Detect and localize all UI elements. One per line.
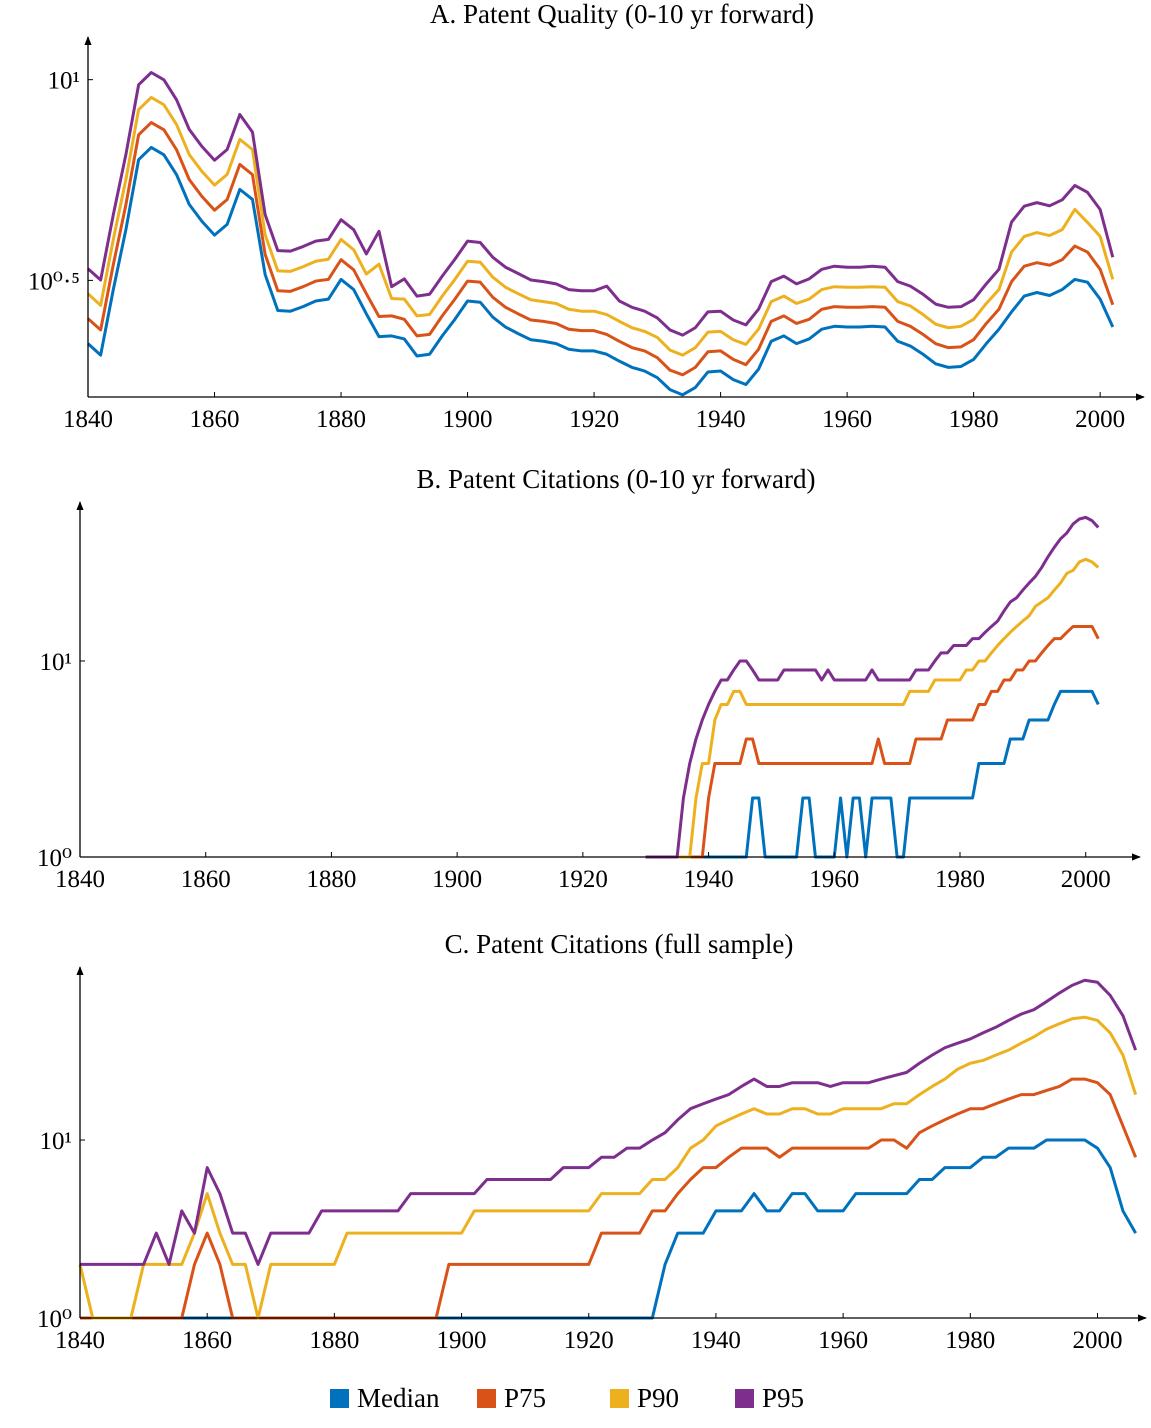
x-tick-label: 1960 (822, 406, 872, 433)
x-tick-label: 1960 (809, 866, 859, 893)
x-tick-label: 1860 (190, 406, 240, 433)
y-tick-label: 10¹ (40, 1128, 73, 1155)
series-line (645, 557, 1100, 859)
x-tick-label: 2000 (1072, 1327, 1122, 1354)
x-tick-label: 1840 (55, 866, 105, 893)
series-line (80, 1138, 1137, 1320)
chart-title: A. Patent Quality (0-10 yr forward) (430, 0, 814, 29)
x-tick-label: 1840 (63, 406, 113, 433)
y-tick-label: 10⁰ (37, 845, 72, 872)
x-tick-label: 1840 (55, 1327, 105, 1354)
series-line (645, 624, 1100, 859)
chart-title: C. Patent Citations (full sample) (445, 929, 794, 959)
x-tick-label: 2000 (1075, 406, 1125, 433)
x-tick-label: 1980 (949, 406, 999, 433)
series-line (86, 145, 1115, 397)
x-tick-label: 2000 (1061, 866, 1111, 893)
x-tick-label: 1980 (945, 1327, 995, 1354)
legend-swatch (735, 1389, 754, 1408)
x-tick-label: 1920 (569, 406, 619, 433)
y-tick-label: 10¹ (40, 649, 73, 676)
x-tick-label: 1920 (558, 866, 608, 893)
series-line (87, 71, 1115, 337)
series-line (86, 121, 1115, 377)
series-line (78, 1015, 1138, 1320)
legend-label: Median (357, 1383, 440, 1413)
x-tick-label: 1960 (818, 1327, 868, 1354)
x-tick-label: 1940 (696, 406, 746, 433)
x-tick-label: 1860 (182, 1327, 232, 1354)
x-tick-label: 1900 (443, 406, 493, 433)
legend-label: P95 (762, 1383, 804, 1413)
legend-label: P90 (637, 1383, 679, 1413)
y-tick-label: 10⁰·⁵ (28, 268, 80, 295)
legend-swatch (477, 1389, 496, 1408)
x-tick-label: 1900 (432, 866, 482, 893)
x-tick-label: 1940 (691, 1327, 741, 1354)
x-tick-label: 1940 (684, 866, 734, 893)
legend-swatch (610, 1389, 629, 1408)
x-tick-label: 1920 (564, 1327, 614, 1354)
legend-swatch (330, 1389, 349, 1408)
x-tick-label: 1880 (306, 866, 356, 893)
series-line (80, 1077, 1138, 1320)
x-tick-label: 1900 (437, 1327, 487, 1354)
series-line (80, 978, 1138, 1266)
legend-label: P75 (504, 1383, 546, 1413)
x-tick-label: 1880 (316, 406, 366, 433)
series-line (86, 95, 1115, 357)
x-tick-label: 1880 (309, 1327, 359, 1354)
chart-title: B. Patent Citations (0-10 yr forward) (417, 464, 816, 494)
series-line (645, 515, 1100, 859)
y-tick-label: 10⁰ (37, 1306, 72, 1333)
y-tick-label: 10¹ (48, 68, 81, 95)
x-tick-label: 1860 (181, 866, 231, 893)
x-tick-label: 1980 (935, 866, 985, 893)
